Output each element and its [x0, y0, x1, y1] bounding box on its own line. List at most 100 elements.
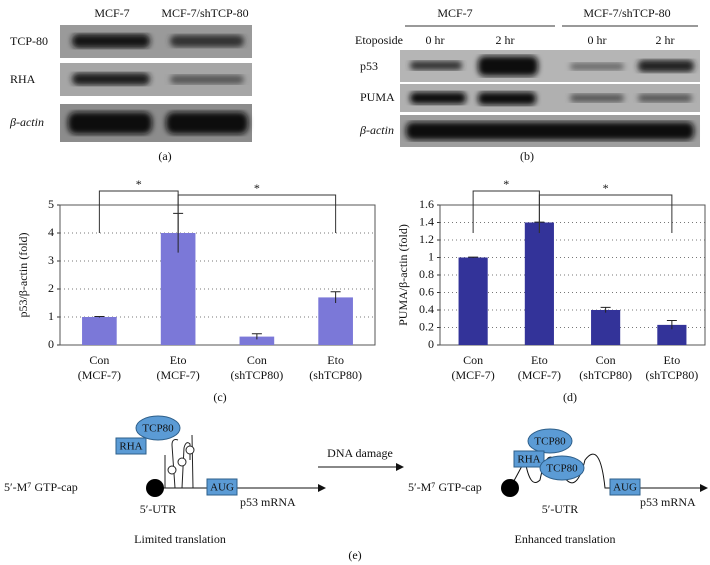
y-tick-label: 1.2 [419, 232, 434, 246]
bar [82, 317, 117, 345]
y-tick-label: 3 [48, 253, 54, 267]
x-tick-label: (MCF-7) [78, 368, 121, 382]
panel-caption: (d) [563, 390, 577, 404]
rha-label: RHA [517, 454, 540, 466]
blot-band [410, 61, 462, 70]
tcp80-label: TCP80 [534, 436, 566, 448]
y-tick-label: 0.2 [419, 319, 434, 333]
treatment-label: Etoposide [355, 33, 403, 47]
blot-band [406, 122, 694, 140]
panel-caption: (e) [348, 548, 361, 562]
y-axis-label: p53/β-actin (fold) [16, 232, 30, 317]
blot-band [166, 112, 248, 134]
cap-circle [501, 479, 519, 497]
bar [657, 324, 687, 345]
y-tick-label: 1 [428, 249, 434, 263]
x-tick-label: Eto [531, 353, 548, 367]
aug-label: AUG [210, 482, 234, 494]
utr-label: 5′-UTR [140, 502, 177, 516]
x-tick-label: (shTCP80) [309, 368, 362, 382]
x-tick-label: Con [463, 353, 483, 367]
rha-label: RHA [119, 441, 142, 453]
blot-band [478, 92, 536, 105]
cap-circle [146, 479, 164, 497]
cap-label: 5′-M⁷ GTP-cap [408, 480, 482, 494]
error-bar [600, 306, 611, 313]
blot-header: MCF-7/shTCP-80 [583, 6, 670, 20]
blot-b: MCF-7 MCF-7/shTCP-80 Etoposide 0 hr 2 hr… [355, 6, 700, 163]
error-bar [666, 320, 677, 330]
time-label: 2 hr [656, 33, 675, 47]
blot-header: MCF-7 [94, 6, 129, 20]
x-tick-label: Con [596, 353, 616, 367]
loop [185, 445, 195, 455]
y-tick-label: 0 [48, 337, 54, 351]
blot-band [170, 35, 244, 47]
bar [239, 336, 275, 345]
error-bar [468, 256, 479, 258]
blot-band [570, 63, 624, 70]
significance-label: * [136, 177, 142, 191]
loop [167, 465, 177, 475]
x-tick-label: Con [247, 353, 267, 367]
significance-bracket [177, 194, 337, 233]
significance-bracket [538, 194, 673, 233]
tcp80-label: TCP80 [142, 423, 174, 435]
x-tick-label: (MCF-7) [518, 368, 561, 382]
diagram: 5′-M⁷ GTP-cap RHA TCP80 5′-UTR AUG p53 m… [4, 415, 708, 562]
cap-label: 5′-M⁷ GTP-cap [4, 480, 78, 494]
blot-row-label: TCP-80 [10, 34, 48, 48]
tcp80-ellipse [539, 455, 585, 481]
y-axis-label: PUMA/β-actin (fold) [396, 224, 410, 326]
x-tick-label: Eto [170, 353, 187, 367]
panel-caption: (b) [520, 149, 534, 163]
x-tick-label: Eto [664, 353, 681, 367]
blot-a: MCF-7 MCF-7/shTCP-80 TCP-80 RHA β-actin … [9, 6, 252, 163]
rha-box [115, 437, 147, 455]
blot-band [410, 92, 466, 104]
y-tick-label: 1.4 [419, 214, 434, 228]
right-caption: Enhanced translation [515, 532, 616, 546]
blot-row-label: β-actin [359, 123, 394, 137]
blot-row-label: β-actin [9, 115, 44, 129]
significance-label: * [603, 181, 609, 195]
y-tick-label: 0.8 [419, 267, 434, 281]
aug-box [206, 478, 238, 496]
panel-caption: (c) [213, 390, 226, 404]
rha-box [513, 450, 545, 468]
arrowhead [700, 484, 708, 492]
significance-label: * [254, 181, 260, 195]
blot-header: MCF-7 [437, 6, 472, 20]
x-tick-label: (shTCP80) [646, 368, 699, 382]
left-caption: Limited translation [134, 532, 226, 546]
x-tick-label: Con [89, 353, 109, 367]
x-tick-label: (shTCP80) [579, 368, 632, 382]
x-tick-label: (MCF-7) [451, 368, 494, 382]
y-tick-label: 0 [428, 337, 434, 351]
time-label: 0 hr [588, 33, 607, 47]
blot-band [638, 60, 694, 72]
y-tick-label: 2 [48, 281, 54, 295]
blot-row-label: PUMA [360, 90, 395, 104]
bar [318, 297, 353, 345]
time-label: 0 hr [426, 33, 445, 47]
blot-row-label: RHA [10, 72, 36, 86]
mrna-label: p53 mRNA [640, 495, 696, 509]
blot-band [72, 34, 150, 48]
blot-band [170, 75, 244, 84]
error-bar [251, 333, 262, 340]
aug-label: AUG [613, 482, 637, 494]
significance-bracket [98, 190, 179, 233]
stem-loops [164, 434, 194, 489]
plot-frame [59, 204, 376, 346]
blot-band [570, 94, 624, 102]
y-tick-label: 4 [48, 225, 54, 239]
error-bar [330, 291, 341, 303]
panel-caption: (a) [158, 149, 171, 163]
tcp80-ellipse [527, 428, 573, 454]
bar [591, 310, 621, 345]
bar [524, 222, 554, 345]
time-label: 2 hr [496, 33, 515, 47]
blot-band [72, 73, 150, 85]
